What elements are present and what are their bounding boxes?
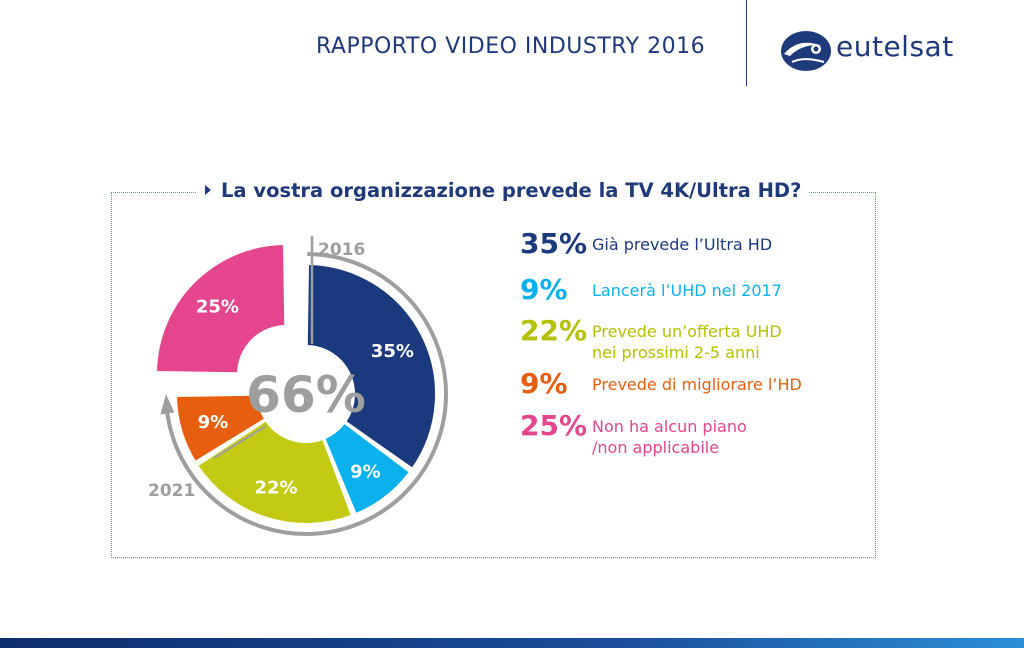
slice-4 bbox=[175, 393, 267, 464]
header-divider bbox=[746, 0, 747, 86]
legend-item: 9% Lancerà l’UHD nel 2017 bbox=[520, 275, 782, 305]
legend-percentage: 9% bbox=[520, 367, 568, 400]
legend-description-line: nei prossimi 2-5 anni bbox=[592, 343, 760, 362]
legend-description-line: Già prevede l’Ultra HD bbox=[592, 235, 773, 254]
slice-label-5: 25% bbox=[196, 296, 239, 317]
header-title: RAPPORTO VIDEO INDUSTRY 2016 bbox=[316, 34, 706, 59]
timeline-start-label: 2016 bbox=[318, 240, 365, 260]
bottom-bar bbox=[0, 638, 1024, 648]
timeline-arrowhead bbox=[160, 394, 175, 415]
slice-3 bbox=[195, 418, 354, 525]
legend-description: Lancerà l’UHD nel 2017 bbox=[592, 275, 782, 301]
legend-description-line: Non ha alcun piano bbox=[592, 417, 747, 436]
slice-label-1: 35% bbox=[371, 341, 414, 362]
chart-title-text: La vostra organizzazione prevede la TV 4… bbox=[221, 179, 802, 202]
chart-title: La vostra organizzazione prevede la TV 4… bbox=[197, 179, 810, 202]
title-arrow-icon bbox=[205, 184, 211, 195]
eutelsat-logo: eutelsat bbox=[778, 28, 988, 74]
slice-label-4: 9% bbox=[198, 412, 229, 433]
legend-item: 22% Prevede un’offerta UHD nei prossimi 2-… bbox=[520, 316, 782, 363]
legend-description: Prevede un’offerta UHD nei prossimi 2-5 a… bbox=[592, 316, 782, 363]
legend-item: 35% Già prevede l’Ultra HD bbox=[520, 229, 772, 259]
legend-item: 25% Non ha alcun piano/non applicabile bbox=[520, 411, 747, 458]
slice-label-2: 9% bbox=[350, 462, 381, 483]
legend-description: Già prevede l’Ultra HD bbox=[592, 229, 772, 255]
legend-percentage: 25% bbox=[520, 409, 588, 442]
legend-percentage: 9% bbox=[520, 273, 568, 306]
timeline-end-label: 2021 bbox=[148, 481, 195, 501]
timeline-arc bbox=[164, 252, 448, 536]
legend-description: Non ha alcun piano/non applicabile bbox=[592, 411, 747, 458]
brand-name: eutelsat bbox=[836, 30, 954, 63]
legend-description: Prevede di migliorare l’HD bbox=[592, 369, 802, 395]
slice-2 bbox=[323, 421, 412, 516]
slice-1 bbox=[305, 262, 437, 471]
slice-5 bbox=[154, 242, 287, 375]
center-pointer bbox=[213, 425, 267, 459]
legend-description-line: Prevede un’offerta UHD bbox=[592, 322, 782, 341]
center-label: 66% bbox=[246, 366, 366, 424]
legend-description-line: Lancerà l’UHD nel 2017 bbox=[592, 281, 782, 300]
legend-description-line: Prevede di migliorare l’HD bbox=[592, 375, 802, 394]
eutelsat-logo-icon bbox=[781, 31, 831, 71]
legend-description-line: /non applicabile bbox=[592, 438, 720, 457]
slice-label-3: 22% bbox=[254, 477, 297, 498]
legend-item: 9% Prevede di migliorare l’HD bbox=[520, 369, 802, 399]
legend-percentage: 35% bbox=[520, 227, 588, 260]
legend-percentage: 22% bbox=[520, 314, 588, 347]
